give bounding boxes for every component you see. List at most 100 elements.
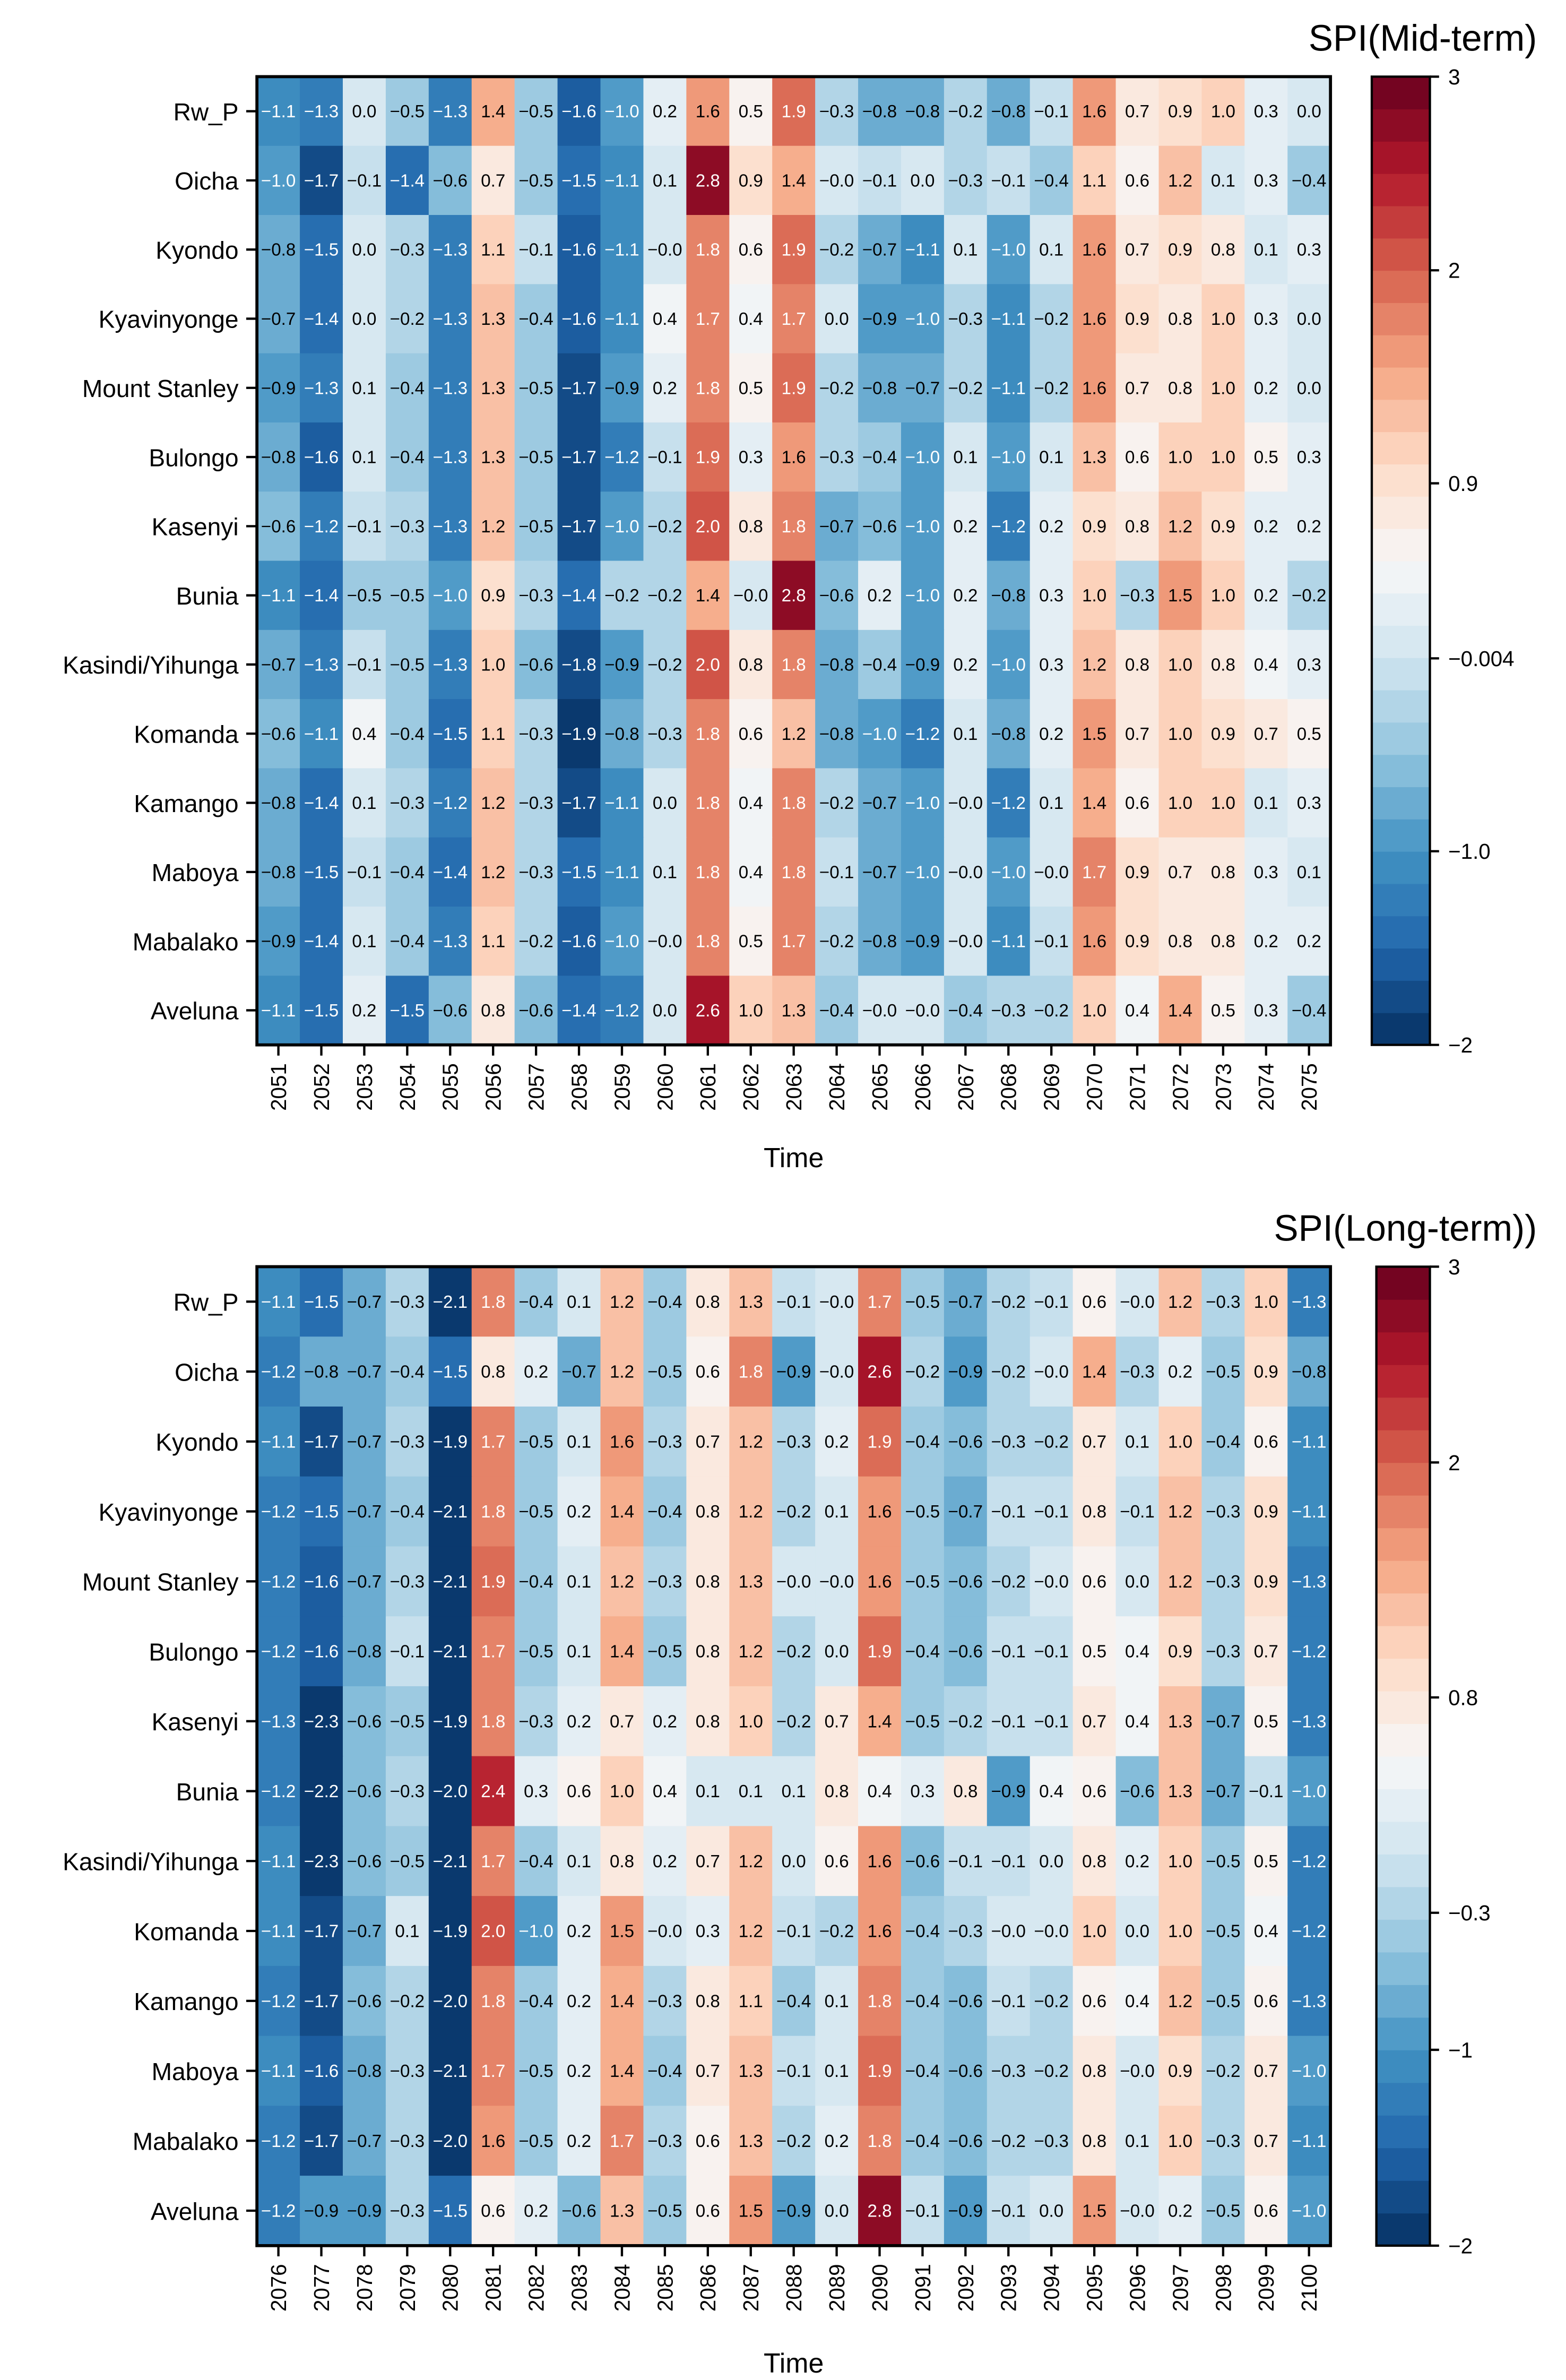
cell-value-label: −1.0: [905, 517, 940, 537]
heatmap-cell: [1244, 2106, 1288, 2177]
heatmap-cell: [514, 76, 558, 146]
cell-value-label: −0.2: [776, 1712, 811, 1731]
cell-value-label: 0.1: [696, 1782, 720, 1801]
cell-value-label: 0.4: [653, 309, 677, 329]
heatmap-cell: [1029, 560, 1074, 631]
heatmap-cell: [1072, 353, 1117, 424]
cell-value-label: 0.3: [1297, 448, 1321, 468]
heatmap-cell: [815, 1896, 859, 1967]
colorbar-segment: [1372, 270, 1430, 303]
cell-value-label: 0.9: [1254, 1502, 1278, 1522]
heatmap-cell: [858, 145, 902, 216]
cell-value-label: 0.9: [1168, 102, 1192, 122]
cell-value-label: 1.3: [1168, 1712, 1192, 1731]
cell-value-label: 0.2: [825, 1432, 849, 1452]
heatmap-cell: [257, 1266, 301, 1338]
heatmap-cell: [300, 1406, 344, 1477]
cell-value-label: −0.9: [261, 378, 296, 398]
heatmap-cell: [987, 1266, 1031, 1338]
cell-value-label: −0.9: [604, 655, 639, 675]
heatmap-cell: [428, 215, 472, 285]
heatmap-cell: [600, 1686, 644, 1757]
heatmap-cell: [686, 1686, 730, 1757]
heatmap-cell: [385, 907, 429, 977]
colorbar-segment: [1372, 948, 1430, 981]
heatmap-cell: [729, 1406, 773, 1477]
cell-value-label: 1.7: [481, 1432, 505, 1452]
cell-value-label: 0.0: [825, 1642, 849, 1662]
heatmap-cell: [643, 1686, 687, 1757]
cell-value-label: −1.1: [304, 725, 339, 744]
colorbar-segment: [1372, 173, 1430, 206]
cell-value-label: 0.1: [352, 932, 376, 952]
cell-value-label: 0.1: [352, 378, 376, 398]
heatmap-cell: [514, 422, 558, 493]
heatmap-cell: [1201, 2106, 1245, 2177]
heatmap-cell: [944, 1616, 988, 1687]
cell-value-label: −0.7: [862, 794, 897, 813]
heatmap-cell: [1029, 1965, 1074, 2037]
heatmap-cell: [1072, 145, 1117, 216]
heatmap-cell: [428, 976, 472, 1046]
cell-value-label: 0.6: [696, 2202, 720, 2221]
heatmap-cell: [1072, 560, 1117, 631]
cell-value-label: −1.1: [604, 171, 639, 191]
heatmap-cell: [1244, 560, 1288, 631]
cell-value-label: 1.0: [1211, 586, 1235, 606]
cell-value-label: −0.1: [518, 240, 553, 260]
cell-value-label: −0.4: [1292, 171, 1326, 191]
heatmap-cell: [1201, 2036, 1245, 2107]
heatmap-cell: [901, 284, 945, 354]
heatmap-cell: [901, 837, 945, 908]
cell-value-label: 0.0: [825, 2202, 849, 2221]
heatmap-cell: [1158, 491, 1202, 562]
cell-value-label: 1.4: [696, 586, 720, 606]
cell-value-label: −0.5: [518, 378, 553, 398]
cell-value-label: 1.4: [610, 1991, 634, 2011]
cell-value-label: −0.5: [647, 1363, 682, 1382]
cell-value-label: −0.5: [1206, 1852, 1240, 1872]
colorbar-segment: [1372, 1012, 1430, 1046]
cell-value-label: −0.7: [1206, 1782, 1240, 1801]
heatmap-cell: [1287, 422, 1331, 493]
cell-value-label: −0.9: [776, 1363, 811, 1382]
cell-value-label: 2.0: [696, 517, 720, 537]
heatmap-cell: [385, 560, 429, 631]
cell-value-label: −0.8: [991, 102, 1026, 122]
colorbar-tick-label: 0.8: [1448, 1685, 1478, 1710]
cell-value-label: −1.2: [905, 725, 940, 744]
heatmap-cell: [643, 1616, 687, 1687]
heatmap-cell: [686, 1546, 730, 1617]
cell-value-label: −1.5: [304, 1001, 339, 1021]
heatmap-cell: [944, 1406, 988, 1477]
cell-value-label: −0.3: [647, 1432, 682, 1452]
cell-value-label: 1.9: [481, 1572, 505, 1592]
cell-value-label: −1.0: [1292, 2062, 1326, 2081]
heatmap-cell: [1115, 1896, 1160, 1967]
heatmap-cell: [557, 284, 601, 354]
heatmap-cell: [643, 353, 687, 424]
heatmap-cell: [987, 491, 1031, 562]
cell-value-label: 0.8: [696, 1642, 720, 1662]
heatmap-cell: [385, 2176, 429, 2247]
cell-value-label: −1.7: [304, 171, 339, 191]
heatmap-cell: [944, 560, 988, 631]
heatmap-cell: [1072, 1406, 1117, 1477]
cell-value-label: −1.4: [561, 586, 596, 606]
heatmap-cell: [1201, 1406, 1245, 1477]
cell-value-label: −1.9: [561, 725, 596, 744]
cell-value-label: −0.8: [604, 725, 639, 744]
cell-value-label: −0.0: [905, 1001, 940, 1021]
cell-value-label: −1.2: [433, 794, 468, 813]
cell-value-label: 0.3: [524, 1782, 548, 1801]
heatmap-cell: [987, 630, 1031, 700]
cell-value-label: 2.8: [782, 586, 806, 606]
cell-value-label: 0.7: [481, 171, 505, 191]
heatmap-cell: [342, 284, 387, 354]
cell-value-label: −0.4: [390, 378, 425, 398]
y-tick-label: Aveluna: [151, 997, 239, 1025]
cell-value-label: 0.1: [1125, 2132, 1149, 2151]
x-tick-label: 2060: [653, 1063, 677, 1111]
heatmap-cell: [300, 1266, 344, 1338]
